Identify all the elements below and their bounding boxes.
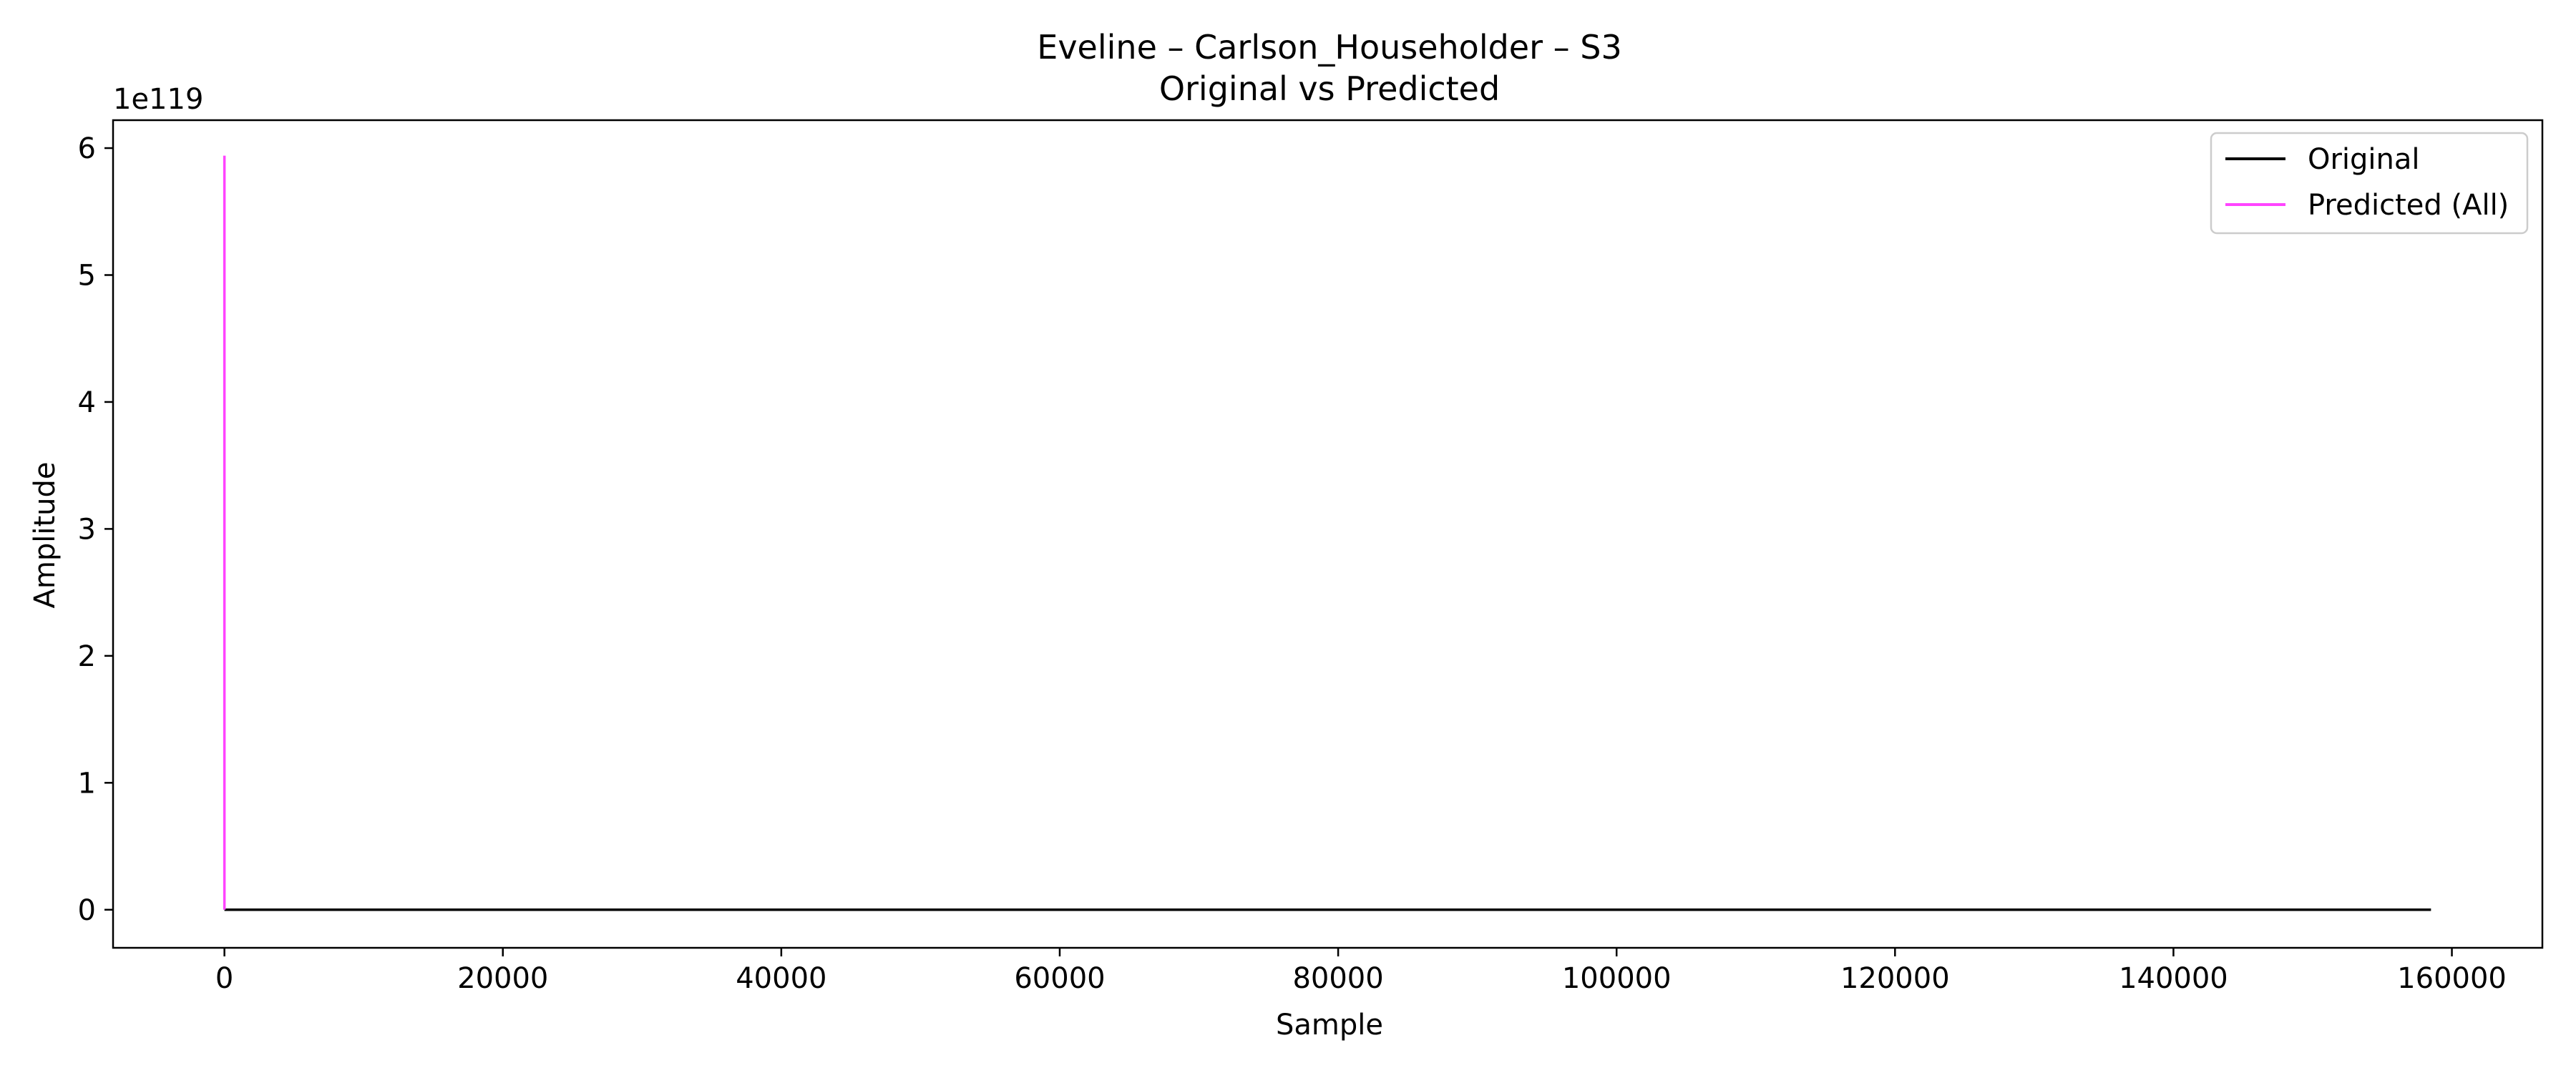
legend: Original Predicted (All) xyxy=(2210,132,2529,235)
x-tick-label: 20000 xyxy=(457,962,548,995)
y-tick-label: 0 xyxy=(78,894,96,927)
chart-title: Eveline – Carlson_Householder – S3 xyxy=(1037,28,1621,67)
y-tick-label: 2 xyxy=(78,640,96,673)
plot-frame xyxy=(112,119,2544,949)
x-tick-label: 80000 xyxy=(1292,962,1383,995)
y-tick-label: 4 xyxy=(78,386,96,419)
y-axis-ticks: 0 1 2 3 4 5 6 xyxy=(78,132,113,927)
chart-subtitle: Original vs Predicted xyxy=(1159,69,1500,108)
legend-label-predicted: Predicted (All) xyxy=(2308,189,2509,222)
legend-label-original: Original xyxy=(2308,143,2420,176)
series-layer xyxy=(223,155,2431,911)
x-axis-label: Sample xyxy=(1276,1009,1383,1042)
y-axis-label: Amplitude xyxy=(29,462,62,609)
y-offset-label: 1e119 xyxy=(113,83,203,116)
y-tick-label: 5 xyxy=(78,259,96,292)
y-tick-label: 6 xyxy=(78,132,96,165)
x-tick-label: 120000 xyxy=(1840,962,1950,995)
x-tick-label: 100000 xyxy=(1562,962,1672,995)
x-tick-label: 60000 xyxy=(1014,962,1105,995)
x-tick-label: 0 xyxy=(215,962,233,995)
legend-box xyxy=(2210,132,2529,235)
x-tick-label: 140000 xyxy=(2119,962,2228,995)
x-tick-label: 160000 xyxy=(2397,962,2507,995)
x-axis-ticks: 0 20000 40000 60000 80000 100000 120000 140000 1… xyxy=(215,948,2507,995)
y-tick-label: 3 xyxy=(78,513,96,546)
y-tick-label: 1 xyxy=(78,767,96,800)
x-tick-label: 40000 xyxy=(736,962,826,995)
